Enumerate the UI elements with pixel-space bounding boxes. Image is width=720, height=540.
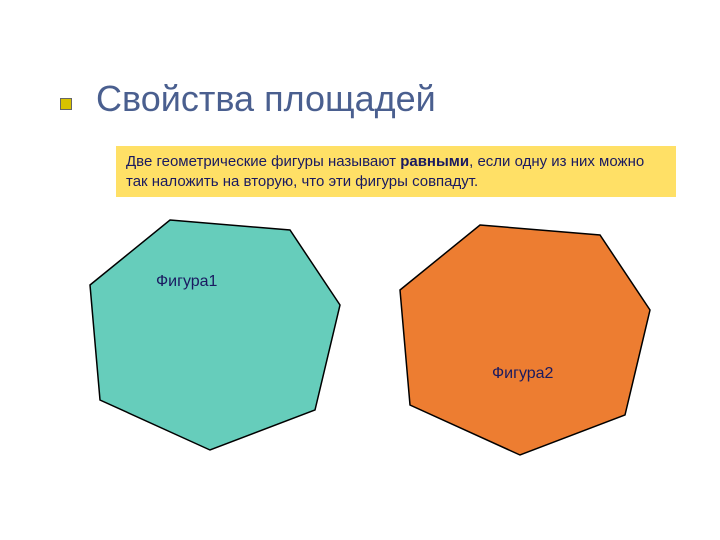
figure-2-shape (390, 205, 670, 485)
figure-1-shape (80, 200, 360, 480)
title-bullet-icon (60, 98, 72, 110)
figure-1-label: Фигура1 (156, 273, 217, 291)
definition-bold-word: равными (400, 153, 469, 170)
definition-text-before: Две геометрические фигуры называют (126, 153, 400, 170)
slide-title: Свойства площадей (96, 78, 436, 120)
figure-2-label: Фигура2 (492, 365, 553, 383)
definition-box: Две геометрические фигуры называют равны… (116, 146, 676, 197)
